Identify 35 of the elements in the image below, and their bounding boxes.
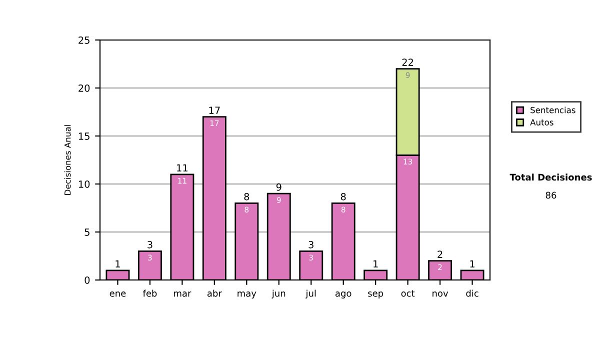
total-label: 22 <box>402 58 414 66</box>
total-label: 2 <box>438 250 442 258</box>
y-tick-label: 10 <box>78 180 90 188</box>
x-tick-label: dic <box>466 290 478 297</box>
legend-label: Autos <box>530 119 554 126</box>
total-label: 1 <box>470 260 474 268</box>
total-label: 3 <box>308 241 314 248</box>
y-tick-label: 15 <box>78 132 90 140</box>
total-label: 1 <box>116 260 120 268</box>
total-label: 8 <box>340 193 346 200</box>
total-label: 3 <box>148 241 152 248</box>
x-tick-label: sep <box>368 292 384 298</box>
y-tick-label: 25 <box>78 36 90 44</box>
x-tick-label: abr <box>207 290 222 297</box>
x-tick-label: may <box>238 292 256 298</box>
total-label: 17 <box>209 106 220 114</box>
legend-label: Sentencias <box>530 106 576 114</box>
y-tick-label: 20 <box>78 84 90 92</box>
y-tick-label: 0 <box>84 276 90 284</box>
x-tick-label: ene <box>110 292 126 297</box>
x-tick-label: mar <box>174 292 192 297</box>
y-axis-title: Decisiones Anual <box>64 125 71 195</box>
y-tick-label: 5 <box>84 228 90 236</box>
x-tick-label: feb <box>142 290 157 297</box>
total-label: 8 <box>244 193 250 200</box>
x-tick-label: oct <box>401 290 415 297</box>
x-tick-label: nov <box>432 292 448 297</box>
total-label: 9 <box>276 183 282 191</box>
text: Total Decisiones <box>510 174 592 181</box>
x-tick-label: jul <box>306 290 316 298</box>
total-label: 11 <box>177 164 188 172</box>
x-tick-label: jun <box>272 290 286 298</box>
text: 86 <box>546 192 556 199</box>
total-label: 1 <box>374 260 378 268</box>
x-tick-label: ago <box>335 292 352 298</box>
